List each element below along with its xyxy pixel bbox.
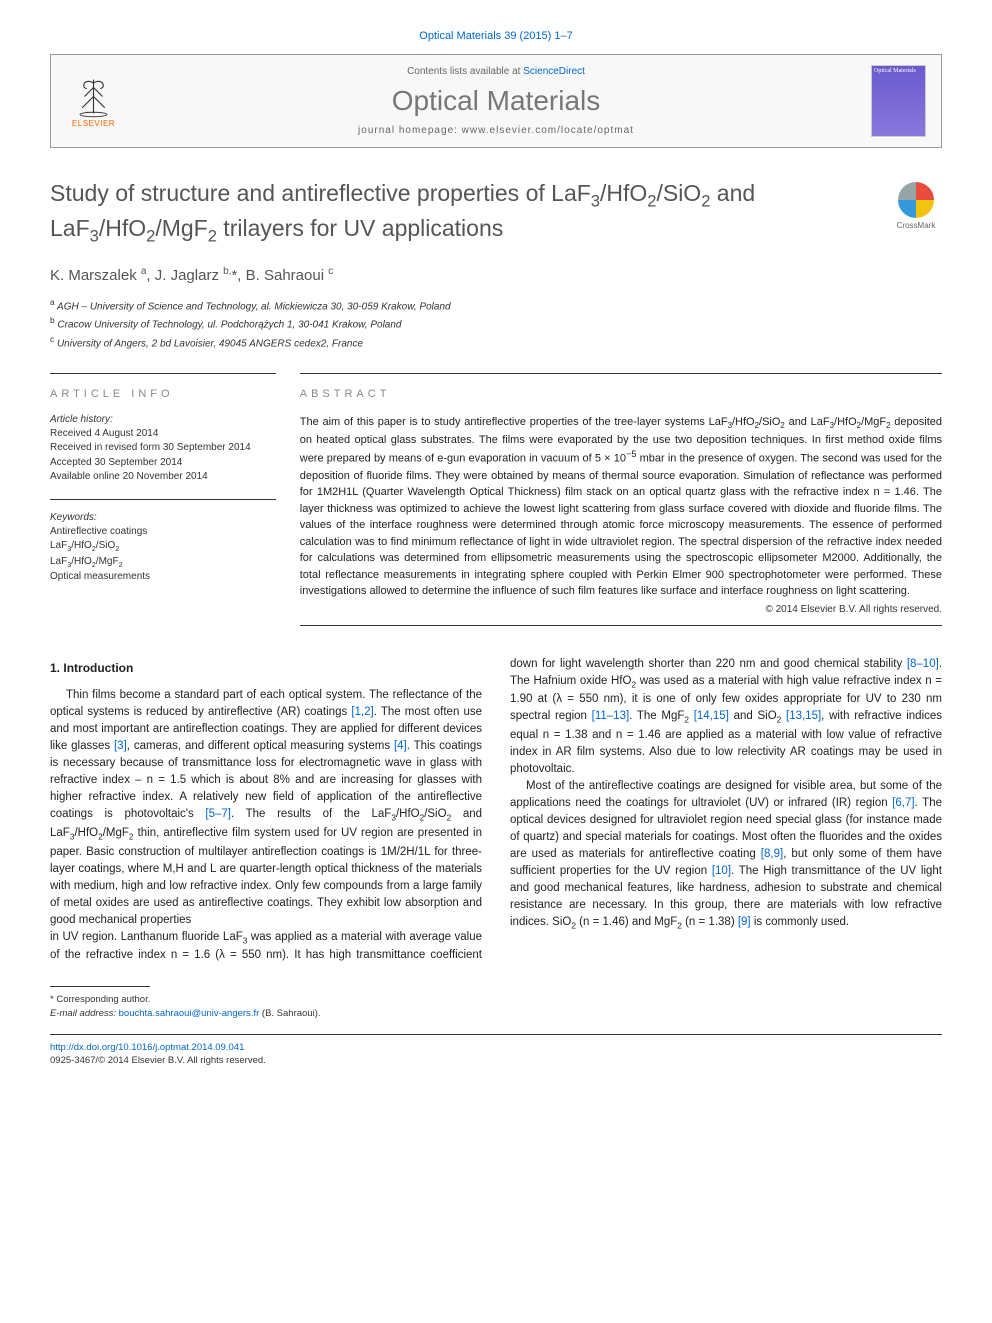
keyword: LaF3/HfO2/MgF2	[50, 555, 276, 570]
abstract-text: The aim of this paper is to study antire…	[300, 414, 942, 600]
history-label: Article history:	[50, 414, 276, 425]
affiliation: b Cracow University of Technology, ul. P…	[50, 314, 942, 332]
body-text-columns: 1. Introduction Thin films become a stan…	[50, 656, 942, 965]
article-info-header: ARTICLE INFO	[50, 373, 276, 400]
body-paragraph: Thin films become a standard part of eac…	[50, 687, 482, 928]
affiliations: a AGH – University of Science and Techno…	[50, 296, 942, 351]
abstract-column: ABSTRACT The aim of this paper is to stu…	[300, 373, 942, 626]
keyword: Antireflective coatings	[50, 525, 276, 540]
info-divider	[50, 499, 276, 500]
sciencedirect-link[interactable]: ScienceDirect	[523, 66, 585, 77]
footnote-rule	[50, 986, 150, 987]
keyword: LaF3/HfO2/SiO2	[50, 539, 276, 554]
journal-name: Optical Materials	[121, 85, 871, 117]
journal-cover-thumbnail: Optical Materials	[871, 65, 926, 137]
abstract-bottom-rule	[300, 625, 942, 626]
section-heading: 1. Introduction	[50, 660, 482, 678]
publisher-logo: ELSEVIER	[66, 71, 121, 131]
crossmark-badge[interactable]: CrossMark	[890, 182, 942, 230]
affiliation: a AGH – University of Science and Techno…	[50, 296, 942, 314]
abstract-header: ABSTRACT	[300, 373, 942, 400]
history-item: Available online 20 November 2014	[50, 470, 276, 485]
publisher-name: ELSEVIER	[72, 119, 115, 128]
article-info-column: ARTICLE INFO Article history: Received 4…	[50, 373, 300, 626]
crossmark-label: CrossMark	[897, 221, 936, 230]
article-title: Study of structure and antireflective pr…	[50, 178, 870, 248]
contents-available-line: Contents lists available at ScienceDirec…	[121, 66, 871, 77]
history-item: Accepted 30 September 2014	[50, 456, 276, 471]
issn-copyright: 0925-3467/© 2014 Elsevier B.V. All right…	[50, 1055, 266, 1066]
history-item: Received in revised form 30 September 20…	[50, 441, 276, 456]
email-line: E-mail address: bouchta.sahraoui@univ-an…	[50, 1007, 942, 1020]
keywords-label: Keywords:	[50, 512, 276, 523]
corresponding-author-note: * Corresponding author.	[50, 993, 942, 1006]
journal-header-box: ELSEVIER Contents lists available at Sci…	[50, 54, 942, 148]
keyword: Optical measurements	[50, 570, 276, 585]
crossmark-icon	[898, 182, 934, 218]
authors-line: K. Marszalek a, J. Jaglarz b,*, B. Sahra…	[50, 266, 942, 284]
abstract-copyright: © 2014 Elsevier B.V. All rights reserved…	[300, 604, 942, 615]
affiliation: c University of Angers, 2 bd Lavoisier, …	[50, 333, 942, 351]
journal-reference: Optical Materials 39 (2015) 1–7	[50, 30, 942, 42]
journal-homepage: journal homepage: www.elsevier.com/locat…	[121, 125, 871, 136]
footnote-block: * Corresponding author. E-mail address: …	[50, 986, 942, 1020]
doi-block: http://dx.doi.org/10.1016/j.optmat.2014.…	[50, 1034, 942, 1068]
body-paragraph: Most of the antireflective coatings are …	[510, 778, 942, 933]
doi-link[interactable]: http://dx.doi.org/10.1016/j.optmat.2014.…	[50, 1042, 244, 1053]
history-item: Received 4 August 2014	[50, 427, 276, 442]
elsevier-tree-icon	[71, 74, 116, 119]
author-email-link[interactable]: bouchta.sahraoui@univ-angers.fr	[119, 1008, 260, 1019]
